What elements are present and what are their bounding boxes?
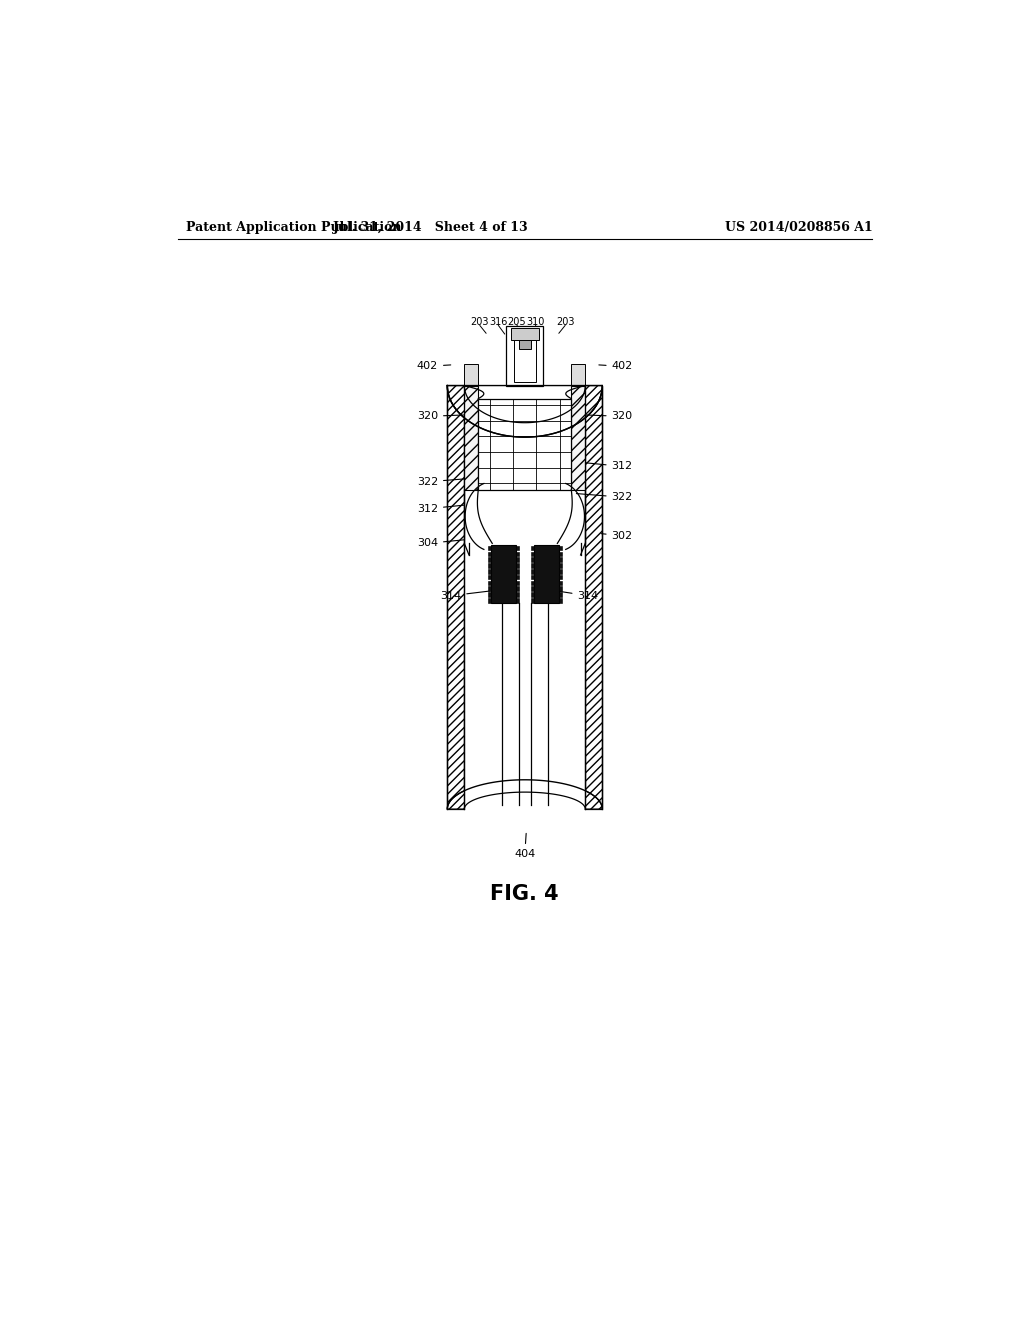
Text: 402: 402 bbox=[599, 362, 633, 371]
Polygon shape bbox=[515, 564, 518, 568]
Text: 312: 312 bbox=[417, 504, 464, 513]
Text: 322: 322 bbox=[417, 477, 474, 487]
Text: 310: 310 bbox=[526, 317, 545, 327]
Polygon shape bbox=[487, 581, 490, 585]
Text: 304: 304 bbox=[417, 539, 464, 548]
Polygon shape bbox=[506, 326, 544, 385]
Polygon shape bbox=[571, 364, 586, 385]
Polygon shape bbox=[464, 364, 478, 385]
Polygon shape bbox=[478, 399, 571, 490]
Polygon shape bbox=[487, 564, 490, 568]
Polygon shape bbox=[531, 545, 535, 550]
Text: 302: 302 bbox=[601, 531, 633, 541]
Polygon shape bbox=[487, 545, 490, 550]
Polygon shape bbox=[559, 552, 562, 556]
Polygon shape bbox=[535, 545, 559, 603]
Polygon shape bbox=[487, 552, 490, 556]
Text: FIG. 4: FIG. 4 bbox=[490, 884, 559, 904]
Polygon shape bbox=[571, 385, 586, 490]
Text: 402: 402 bbox=[417, 362, 451, 371]
Polygon shape bbox=[559, 557, 562, 562]
Polygon shape bbox=[447, 385, 464, 809]
Polygon shape bbox=[464, 792, 586, 809]
Polygon shape bbox=[487, 574, 490, 579]
Polygon shape bbox=[518, 341, 531, 350]
Text: 316: 316 bbox=[489, 317, 508, 327]
Polygon shape bbox=[464, 385, 478, 490]
Polygon shape bbox=[559, 586, 562, 591]
Polygon shape bbox=[559, 574, 562, 579]
Polygon shape bbox=[464, 603, 586, 809]
Polygon shape bbox=[559, 598, 562, 603]
Polygon shape bbox=[490, 545, 515, 603]
Text: 203: 203 bbox=[471, 317, 489, 327]
Polygon shape bbox=[515, 557, 518, 562]
Polygon shape bbox=[559, 545, 562, 550]
Polygon shape bbox=[531, 557, 535, 562]
Polygon shape bbox=[511, 327, 539, 341]
Polygon shape bbox=[487, 598, 490, 603]
Polygon shape bbox=[487, 569, 490, 574]
Polygon shape bbox=[515, 586, 518, 591]
Polygon shape bbox=[487, 557, 490, 562]
Polygon shape bbox=[514, 341, 536, 381]
Polygon shape bbox=[531, 569, 535, 574]
Polygon shape bbox=[531, 581, 535, 585]
Polygon shape bbox=[531, 586, 535, 591]
Text: 404: 404 bbox=[514, 833, 536, 859]
Polygon shape bbox=[515, 598, 518, 603]
Polygon shape bbox=[515, 581, 518, 585]
Polygon shape bbox=[559, 569, 562, 574]
Polygon shape bbox=[515, 552, 518, 556]
Text: 314: 314 bbox=[551, 590, 599, 601]
Text: 312: 312 bbox=[586, 462, 633, 471]
Polygon shape bbox=[515, 574, 518, 579]
Text: 314: 314 bbox=[440, 590, 499, 601]
Text: 320: 320 bbox=[417, 412, 466, 421]
Polygon shape bbox=[559, 593, 562, 597]
Polygon shape bbox=[531, 574, 535, 579]
Polygon shape bbox=[531, 593, 535, 597]
Polygon shape bbox=[531, 564, 535, 568]
Text: 322: 322 bbox=[577, 492, 633, 502]
Polygon shape bbox=[586, 385, 602, 809]
Text: Patent Application Publication: Patent Application Publication bbox=[186, 222, 401, 234]
Polygon shape bbox=[531, 598, 535, 603]
Text: 203: 203 bbox=[556, 317, 574, 327]
Text: 205: 205 bbox=[508, 317, 526, 327]
Text: Jul. 31, 2014   Sheet 4 of 13: Jul. 31, 2014 Sheet 4 of 13 bbox=[333, 222, 528, 234]
Polygon shape bbox=[515, 593, 518, 597]
Polygon shape bbox=[447, 385, 602, 437]
Text: 320: 320 bbox=[584, 412, 633, 421]
Polygon shape bbox=[447, 780, 602, 809]
Polygon shape bbox=[515, 545, 518, 550]
Polygon shape bbox=[487, 586, 490, 591]
Polygon shape bbox=[559, 564, 562, 568]
Text: US 2014/0208856 A1: US 2014/0208856 A1 bbox=[725, 222, 872, 234]
Polygon shape bbox=[487, 593, 490, 597]
Polygon shape bbox=[515, 569, 518, 574]
Polygon shape bbox=[559, 581, 562, 585]
Polygon shape bbox=[531, 552, 535, 556]
Polygon shape bbox=[464, 385, 586, 809]
